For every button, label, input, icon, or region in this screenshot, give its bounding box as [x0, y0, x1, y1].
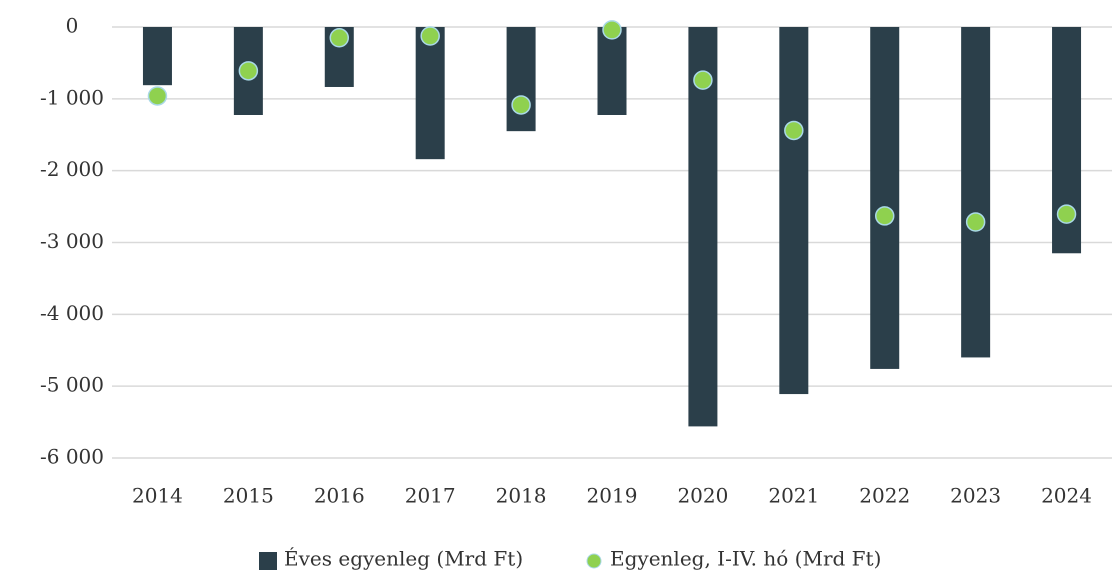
dot	[238, 61, 259, 81]
dot	[602, 20, 622, 40]
y-tick-label: -4 000	[40, 301, 104, 325]
dot	[693, 70, 713, 90]
legend-marker	[586, 553, 602, 569]
x-tick-label: 2017	[405, 484, 456, 508]
dot	[420, 26, 440, 46]
x-tick-label: 2015	[223, 484, 274, 508]
dot	[1056, 204, 1077, 224]
x-tick-label: 2023	[950, 484, 1001, 508]
bar	[870, 27, 900, 369]
x-tick-label: 2018	[496, 484, 547, 508]
x-tick-label: 2016	[314, 484, 365, 508]
bar	[961, 27, 991, 358]
y-tick-label: -6 000	[40, 445, 104, 469]
bar	[597, 27, 627, 115]
x-tick-label: 2024	[1041, 484, 1092, 508]
dot	[784, 120, 804, 141]
dot	[511, 95, 531, 115]
y-tick-label: -2 000	[40, 157, 104, 181]
bar	[779, 27, 809, 395]
dot	[965, 212, 986, 232]
legend-label: Egyenleg, I-IV. hó (Mrd Ft)	[610, 547, 881, 571]
dot	[874, 206, 895, 226]
x-tick-label: 2019	[587, 484, 638, 508]
bar	[688, 27, 718, 427]
x-tick-label: 2014	[132, 484, 183, 508]
x-tick-label: 2022	[859, 484, 910, 508]
legend-label: Éves egyenleg (Mrd Ft)	[284, 547, 523, 571]
y-tick-label: 0	[66, 14, 79, 38]
bar	[415, 27, 445, 160]
y-tick-label: -5 000	[40, 373, 104, 397]
legend-marker	[259, 552, 277, 570]
bar	[506, 27, 536, 132]
y-tick-label: -3 000	[40, 229, 104, 253]
bar	[142, 27, 172, 86]
x-tick-label: 2020	[677, 484, 728, 508]
x-tick-label: 2021	[768, 484, 819, 508]
dot	[147, 86, 168, 106]
dot	[329, 28, 350, 48]
y-tick-label: -1 000	[40, 85, 104, 109]
